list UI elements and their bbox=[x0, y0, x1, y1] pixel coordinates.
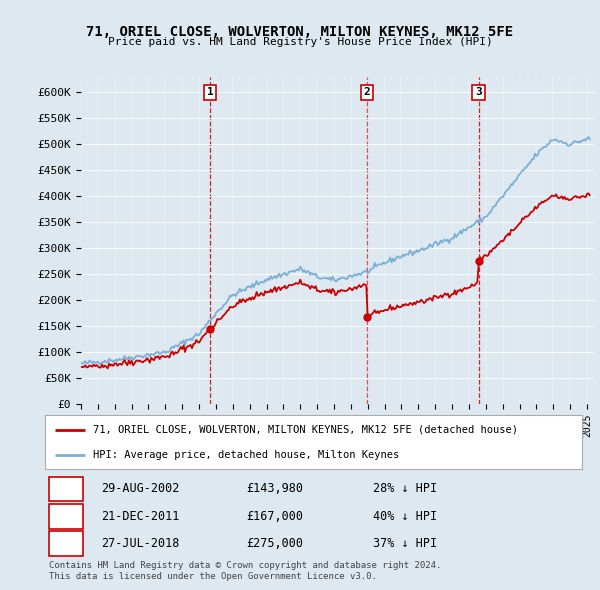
Text: £167,000: £167,000 bbox=[247, 510, 304, 523]
Text: 71, ORIEL CLOSE, WOLVERTON, MILTON KEYNES, MK12 5FE (detached house): 71, ORIEL CLOSE, WOLVERTON, MILTON KEYNE… bbox=[94, 425, 518, 435]
Text: 37% ↓ HPI: 37% ↓ HPI bbox=[373, 537, 437, 550]
Text: £143,980: £143,980 bbox=[247, 483, 304, 496]
Text: Contains HM Land Registry data © Crown copyright and database right 2024.: Contains HM Land Registry data © Crown c… bbox=[49, 560, 442, 569]
Text: £275,000: £275,000 bbox=[247, 537, 304, 550]
Bar bbox=[49, 477, 83, 502]
Text: 29-AUG-2002: 29-AUG-2002 bbox=[101, 483, 180, 496]
Text: 1: 1 bbox=[207, 87, 214, 97]
Text: 3: 3 bbox=[62, 537, 70, 550]
Text: 1: 1 bbox=[62, 483, 70, 496]
Text: 40% ↓ HPI: 40% ↓ HPI bbox=[373, 510, 437, 523]
Text: This data is licensed under the Open Government Licence v3.0.: This data is licensed under the Open Gov… bbox=[49, 572, 377, 581]
Text: 21-DEC-2011: 21-DEC-2011 bbox=[101, 510, 180, 523]
Text: 2: 2 bbox=[62, 510, 70, 523]
Bar bbox=[49, 531, 83, 556]
Text: 71, ORIEL CLOSE, WOLVERTON, MILTON KEYNES, MK12 5FE: 71, ORIEL CLOSE, WOLVERTON, MILTON KEYNE… bbox=[86, 25, 514, 39]
Text: 3: 3 bbox=[475, 87, 482, 97]
Text: 27-JUL-2018: 27-JUL-2018 bbox=[101, 537, 180, 550]
Bar bbox=[49, 504, 83, 529]
Text: HPI: Average price, detached house, Milton Keynes: HPI: Average price, detached house, Milt… bbox=[94, 451, 400, 460]
Text: Price paid vs. HM Land Registry's House Price Index (HPI): Price paid vs. HM Land Registry's House … bbox=[107, 37, 493, 47]
Text: 28% ↓ HPI: 28% ↓ HPI bbox=[373, 483, 437, 496]
Text: 2: 2 bbox=[364, 87, 371, 97]
